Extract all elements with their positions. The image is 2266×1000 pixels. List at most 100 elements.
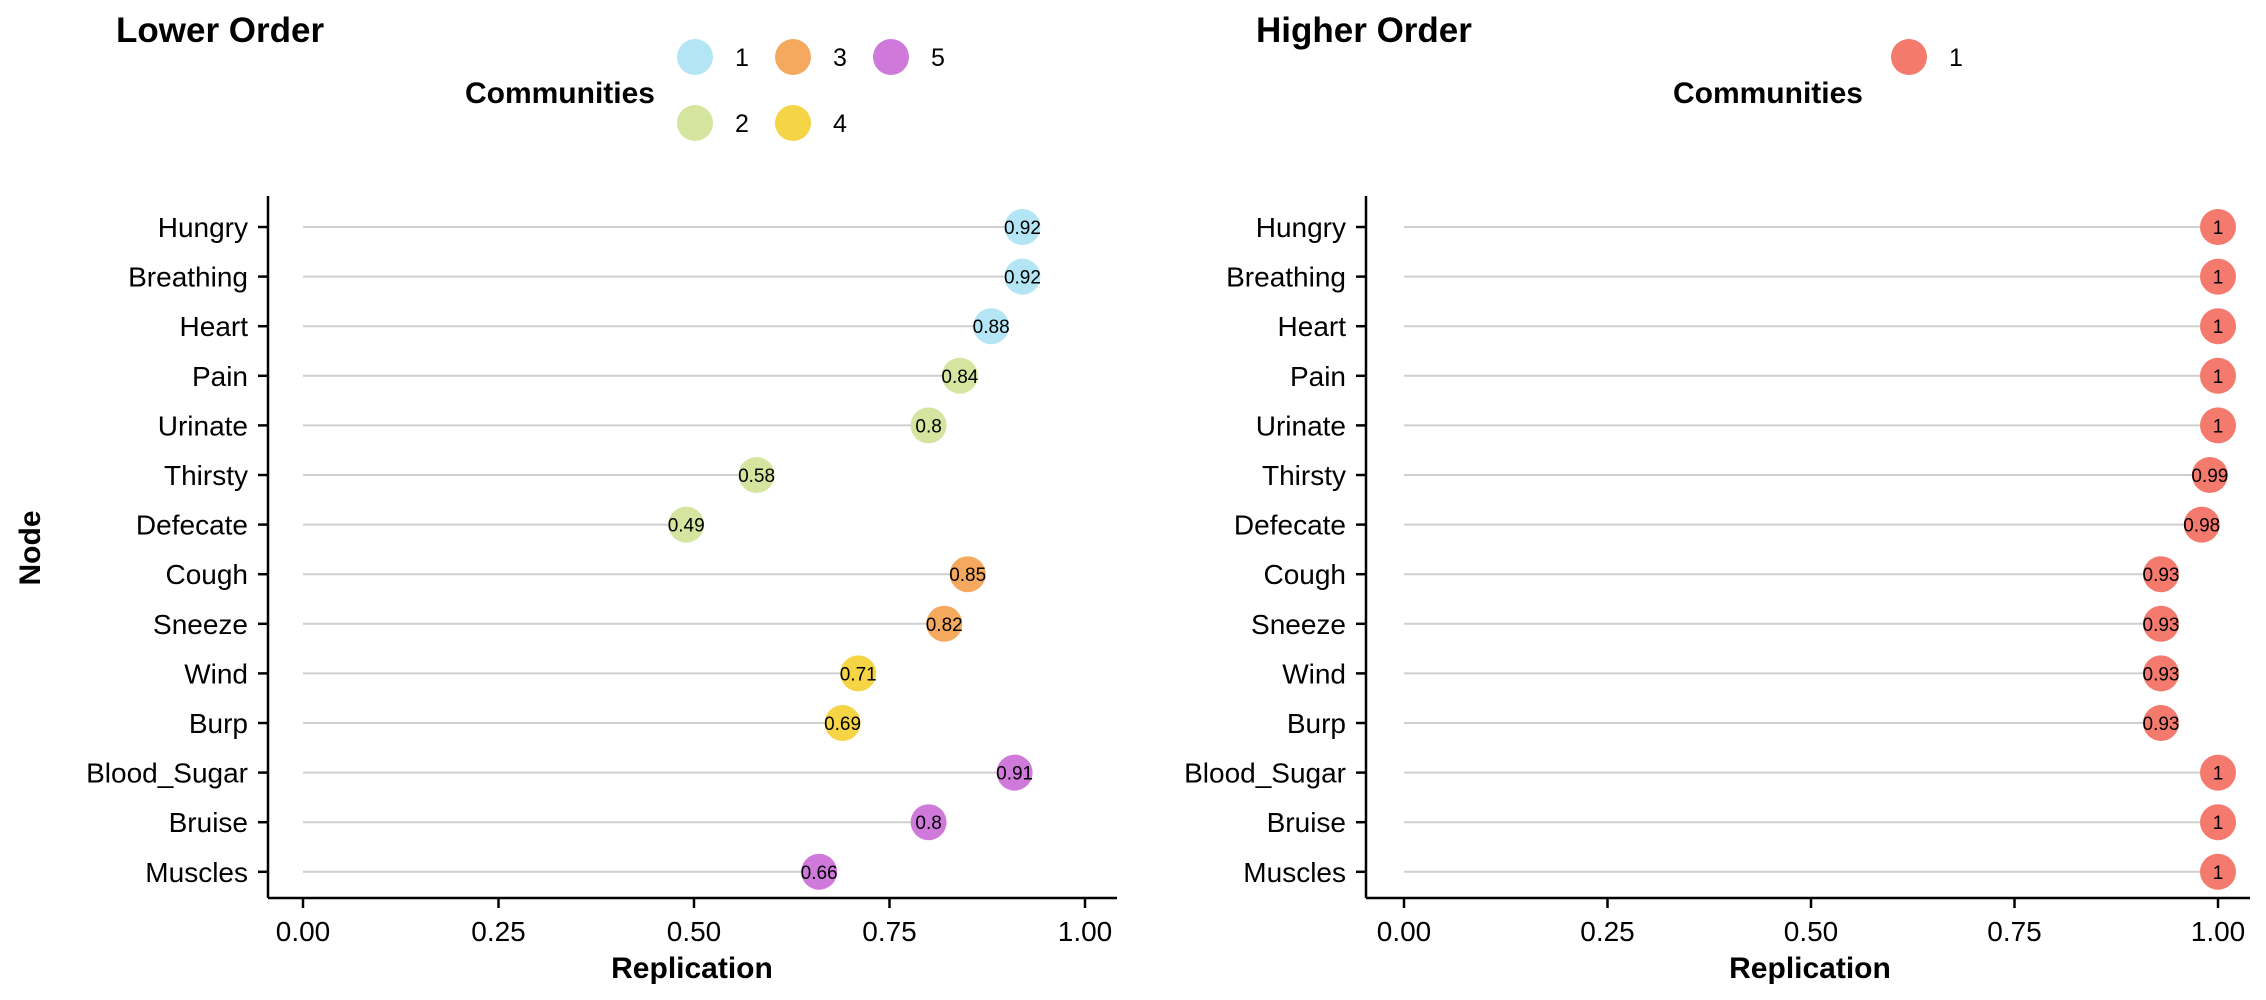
data-point	[910, 804, 947, 841]
data-point	[2143, 556, 2180, 593]
legend-key-3	[775, 39, 811, 75]
data-label: 0.82	[926, 615, 963, 636]
data-label: 1	[2213, 367, 2224, 388]
x-tick-label: 1.00	[1058, 916, 1113, 947]
legend-key-2	[677, 105, 713, 141]
data-point	[2200, 754, 2236, 791]
panel-title: Higher Order	[1256, 11, 1472, 50]
plot-area: 0.00 0.25 0.50 0.75 1.00 Hungry 1 Breathing 1 Hea…	[1184, 196, 2250, 947]
plot-area: 0.00 0.25 0.50 0.75 1.00 Hungry 0.92 Breathing 0…	[86, 196, 1117, 947]
data-label: 0.84	[941, 367, 978, 388]
legend-key-1	[677, 39, 713, 75]
data-point	[996, 754, 1033, 791]
panel-higher-order: Higher Order Communities 1 0.00 0.25 0.50 0…	[1184, 11, 2250, 985]
y-tick-label: Muscles	[1243, 857, 1346, 888]
y-tick-label: Thirsty	[164, 460, 248, 491]
data-label: 0.8	[915, 813, 941, 834]
y-axis-title: Node	[14, 511, 47, 586]
y-tick-label: Heart	[180, 311, 249, 342]
data-point	[2191, 457, 2228, 493]
legend-key-1	[1891, 39, 1927, 75]
y-tick-label: Breathing	[128, 262, 248, 293]
y-tick-label: Wind	[184, 658, 248, 689]
legend: Communities 1	[1673, 39, 1963, 110]
data-point	[2200, 853, 2236, 890]
data-label: 0.66	[801, 863, 838, 884]
data-point	[2200, 407, 2236, 444]
data-label: 0.58	[738, 466, 775, 487]
legend-label-4: 4	[833, 110, 847, 138]
legend: Communities 1 2 3 4 5	[465, 39, 945, 141]
x-axis-title: Replication	[1729, 952, 1891, 985]
y-tick-label: Wind	[1282, 658, 1346, 689]
data-point	[1004, 209, 1041, 245]
y-tick-label: Urinate	[1256, 410, 1346, 441]
legend-label-5: 5	[931, 44, 945, 72]
y-tick-label: Cough	[1263, 559, 1346, 590]
legend-label-1: 1	[735, 44, 749, 72]
data-point	[668, 506, 705, 543]
y-tick-label: Pain	[1290, 361, 1346, 392]
y-tick-label: Defecate	[1234, 510, 1346, 541]
data-label: 0.98	[2183, 516, 2220, 537]
data-label: 1	[2213, 268, 2224, 289]
data-point	[973, 308, 1010, 345]
y-tick-label: Breathing	[1226, 262, 1346, 293]
data-point	[1004, 258, 1041, 295]
data-point	[941, 357, 978, 394]
data-point	[2200, 209, 2236, 245]
x-tick-label: 0.75	[862, 916, 917, 947]
data-point	[2200, 357, 2236, 394]
data-point	[2200, 258, 2236, 295]
data-label: 0.88	[973, 317, 1010, 338]
data-point	[824, 705, 861, 741]
data-label: 0.92	[1004, 268, 1041, 289]
data-point	[2143, 705, 2180, 741]
y-tick-label: Bruise	[1267, 807, 1346, 838]
data-point	[2200, 804, 2236, 841]
data-label: 1	[2213, 764, 2224, 785]
data-point	[2143, 655, 2180, 692]
x-tick-label: 0.00	[276, 916, 331, 947]
data-label: 1	[2213, 218, 2224, 239]
y-tick-label: Blood_Sugar	[1184, 758, 1346, 789]
legend-key-5	[873, 39, 909, 75]
data-label: 1	[2213, 863, 2224, 884]
data-label: 0.85	[949, 565, 986, 586]
data-point	[949, 556, 986, 593]
x-tick-label: 0.50	[667, 916, 722, 947]
y-tick-label: Blood_Sugar	[86, 758, 248, 789]
legend-label-3: 3	[833, 44, 847, 72]
x-tick-label: 0.25	[471, 916, 526, 947]
data-point	[2200, 308, 2236, 345]
data-label: 0.93	[2143, 615, 2180, 636]
y-tick-label: Defecate	[136, 510, 248, 541]
data-point	[738, 457, 775, 493]
data-label: 0.93	[2143, 664, 2180, 685]
data-point	[840, 655, 877, 692]
x-tick-label: 0.50	[1784, 916, 1839, 947]
y-tick-label: Cough	[165, 559, 248, 590]
x-tick-label: 1.00	[2191, 916, 2246, 947]
legend-title: Communities	[465, 77, 655, 110]
data-point	[801, 853, 838, 890]
data-label: 1	[2213, 317, 2224, 338]
data-label: 0.69	[824, 714, 861, 735]
legend-label-1: 1	[1949, 44, 1963, 72]
legend-label-2: 2	[735, 110, 749, 138]
y-tick-label: Hungry	[158, 212, 248, 243]
y-tick-label: Sneeze	[153, 609, 248, 640]
data-label: 1	[2213, 813, 2224, 834]
y-tick-label: Thirsty	[1262, 460, 1346, 491]
legend-key-4	[775, 105, 811, 141]
data-point	[2143, 605, 2180, 642]
y-tick-label: Muscles	[145, 857, 248, 888]
y-tick-label: Urinate	[158, 410, 248, 441]
x-tick-label: 0.25	[1580, 916, 1635, 947]
data-label: 0.93	[2143, 565, 2180, 586]
y-tick-label: Bruise	[169, 807, 248, 838]
data-label: 0.49	[668, 516, 705, 537]
y-tick-label: Pain	[192, 361, 248, 392]
